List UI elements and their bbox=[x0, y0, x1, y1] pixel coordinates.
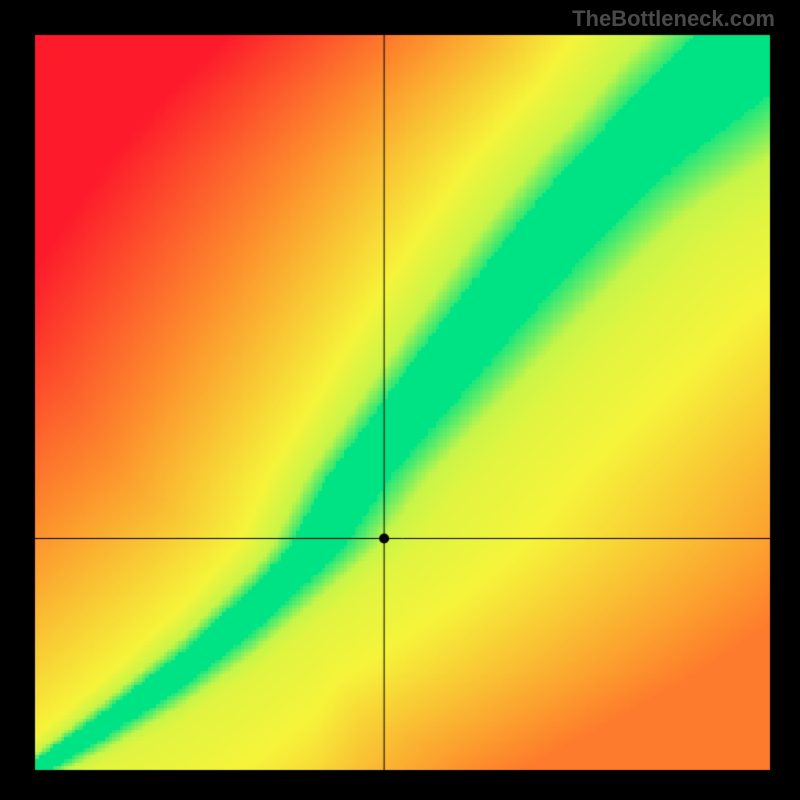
watermark-text: TheBottleneck.com bbox=[572, 6, 775, 32]
heatmap-canvas bbox=[0, 0, 800, 800]
